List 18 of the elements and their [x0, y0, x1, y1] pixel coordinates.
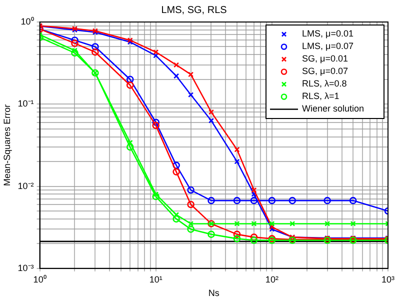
legend-label: RLS, λ=1 [302, 91, 340, 102]
x-axis-title: Ns [208, 288, 220, 298]
legend-label: LMS, μ=0.01 [302, 28, 354, 39]
y-axis-title: Mean-Squares Error [2, 104, 12, 186]
y-tick-label: 10⁰ [20, 16, 34, 26]
chart-title: LMS, SG, RLS [161, 4, 228, 16]
x-tick-label: 10³ [381, 274, 395, 284]
y-tick-label: 10⁻³ [18, 262, 34, 273]
legend-label: RLS, λ=0.8 [302, 78, 347, 89]
y-tick-label: 10⁻¹ [18, 98, 34, 109]
legend-label: Wiener solution [302, 104, 364, 114]
y-tick-label: 10⁻² [18, 180, 34, 191]
x-tick-label: 10⁰ [33, 274, 46, 284]
legend-label: SG, μ=0.01 [302, 54, 348, 64]
x-tick-label: 10¹ [149, 274, 162, 284]
legend-label: LMS, μ=0.07 [302, 41, 354, 52]
x-tick-label: 10² [265, 274, 278, 284]
legend-label: SG, μ=0.07 [302, 66, 348, 76]
